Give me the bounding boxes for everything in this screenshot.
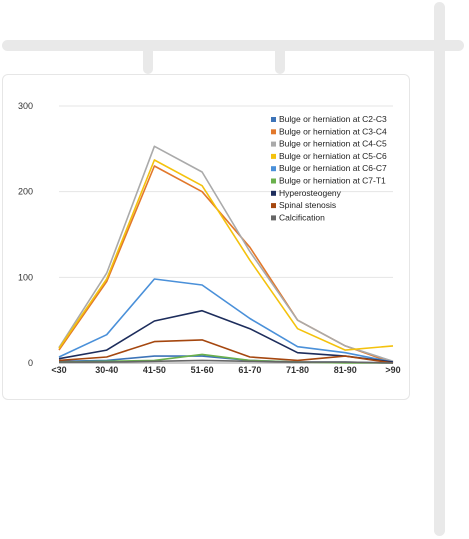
x-tick-label: 71-80: [286, 365, 309, 375]
series-line: [58, 159, 394, 351]
legend-label: Bulge or herniation at C7-T1: [279, 176, 386, 186]
series-line: [58, 145, 394, 363]
x-tick-label: 30-40: [95, 365, 118, 375]
frame-peg-right: [275, 46, 285, 74]
legend-swatch: [271, 190, 276, 196]
line-chart: 0 100 200 300 <30 30-40 41-50 51-60 61-70 71-80 81…: [18, 101, 401, 375]
x-tick-label: 51-60: [191, 365, 214, 375]
legend-swatch: [271, 178, 276, 184]
series-line: [58, 309, 394, 363]
x-tick-label: <30: [51, 365, 66, 375]
legend-swatch: [271, 166, 276, 172]
x-tick-label: 41-50: [143, 365, 166, 375]
horizontal-frame-bar: [2, 40, 464, 51]
legend-label: Bulge or herniation at C4-C5: [279, 139, 387, 149]
series-line: [59, 359, 394, 364]
legend-label: Calcification: [279, 212, 325, 222]
y-tick-label: 0: [28, 358, 33, 368]
legend-label: Bulge or herniation at C2-C3: [279, 114, 387, 124]
legend-label: Bulge or herniation at C6-C7: [279, 163, 387, 173]
series-line: [58, 339, 394, 364]
legend-swatch: [271, 141, 276, 147]
frame-peg-left: [143, 46, 153, 74]
vertical-frame-bar: [434, 2, 445, 536]
legend-swatch: [271, 215, 276, 221]
legend-label: Hyperosteogeny: [279, 188, 342, 198]
y-tick-label: 200: [18, 187, 33, 197]
chart-card: 0 100 200 300 <30 30-40 41-50 51-60 61-70 71-80 81…: [2, 74, 410, 400]
y-tick-label: 100: [18, 272, 33, 282]
legend-label: Bulge or herniation at C5-C6: [279, 151, 387, 161]
x-tick-label: 61-70: [238, 365, 261, 375]
legend-swatch: [271, 203, 276, 209]
x-tick-label: 81-90: [334, 365, 357, 375]
legend-swatch: [271, 153, 276, 159]
y-tick-label: 300: [18, 101, 33, 111]
series-line: [58, 278, 394, 363]
legend-label: Bulge or herniation at C3-C4: [279, 126, 387, 136]
x-tick-label: >90: [385, 365, 400, 375]
legend-label: Spinal stenosis: [279, 200, 336, 210]
legend-swatch: [271, 117, 276, 122]
legend-swatch: [271, 129, 276, 135]
